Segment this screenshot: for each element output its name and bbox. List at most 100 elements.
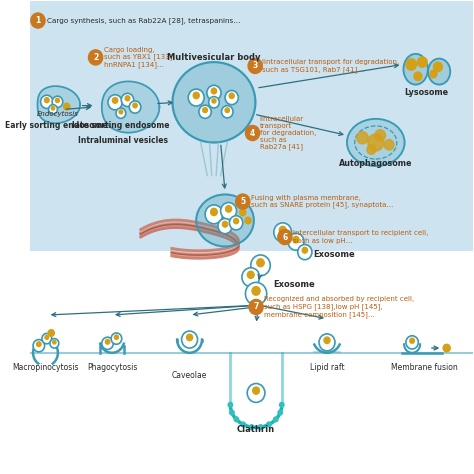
Circle shape	[203, 108, 208, 113]
Circle shape	[211, 88, 217, 94]
Circle shape	[121, 93, 134, 107]
Circle shape	[89, 50, 103, 65]
Circle shape	[247, 383, 265, 402]
Circle shape	[236, 194, 250, 209]
Circle shape	[51, 107, 55, 110]
Text: Endocytosis: Endocytosis	[36, 111, 79, 118]
Circle shape	[111, 333, 122, 344]
Circle shape	[298, 245, 312, 260]
Circle shape	[249, 425, 254, 429]
Text: Cargo synthesis, such as Rab22A [28], tetraspanins…: Cargo synthesis, such as Rab22A [28], te…	[47, 17, 240, 24]
Circle shape	[367, 145, 376, 155]
Circle shape	[55, 98, 59, 102]
Circle shape	[221, 106, 233, 118]
Circle shape	[410, 338, 414, 343]
Circle shape	[133, 103, 137, 108]
Ellipse shape	[403, 54, 428, 84]
Text: 7: 7	[254, 302, 259, 311]
Circle shape	[245, 217, 251, 224]
Ellipse shape	[347, 119, 405, 166]
Text: Phagocytosis: Phagocytosis	[87, 363, 137, 372]
Text: Clathrin: Clathrin	[237, 425, 275, 434]
Ellipse shape	[196, 194, 254, 246]
Circle shape	[50, 338, 59, 348]
Circle shape	[222, 221, 228, 227]
Bar	[30, 251, 474, 474]
Circle shape	[246, 126, 260, 141]
Circle shape	[225, 108, 229, 112]
Circle shape	[49, 105, 57, 114]
Circle shape	[234, 219, 238, 224]
Polygon shape	[102, 82, 159, 133]
Circle shape	[278, 410, 283, 415]
Text: 2: 2	[93, 53, 98, 62]
Circle shape	[36, 342, 41, 346]
Circle shape	[302, 247, 308, 253]
Polygon shape	[37, 86, 80, 123]
Circle shape	[251, 255, 270, 276]
Circle shape	[234, 417, 238, 422]
Circle shape	[193, 92, 199, 99]
Circle shape	[240, 209, 246, 216]
Circle shape	[187, 334, 192, 341]
Circle shape	[48, 329, 55, 336]
Circle shape	[384, 140, 394, 150]
Bar	[30, 0, 474, 251]
Circle shape	[41, 95, 53, 109]
Circle shape	[418, 57, 427, 67]
Circle shape	[273, 417, 278, 422]
Text: Cargo loading,
such as YBX1 [133],
hnRNPA1 [134]…: Cargo loading, such as YBX1 [133], hnRNP…	[104, 46, 175, 68]
Circle shape	[414, 72, 422, 81]
Circle shape	[228, 402, 233, 407]
Circle shape	[252, 287, 260, 295]
Circle shape	[129, 101, 141, 113]
Circle shape	[116, 108, 126, 118]
Circle shape	[182, 331, 198, 348]
Circle shape	[242, 268, 260, 287]
Text: Iintracellular transport for degradation,
such as TSG101, Rab7 [41]…: Iintracellular transport for degradation…	[262, 59, 400, 73]
Text: Multivesicular body: Multivesicular body	[167, 53, 261, 62]
Circle shape	[229, 93, 234, 99]
Circle shape	[357, 132, 368, 144]
Text: Intraluminal vesicles: Intraluminal vesicles	[78, 137, 168, 146]
Circle shape	[114, 335, 118, 339]
Circle shape	[42, 333, 52, 344]
Circle shape	[188, 89, 204, 106]
Circle shape	[267, 422, 271, 427]
Text: 3: 3	[253, 62, 258, 71]
Circle shape	[45, 98, 49, 103]
Text: Lysosome: Lysosome	[405, 88, 449, 97]
Text: Intercellular transport to recipient cell,
such as low pH…: Intercellular transport to recipient cel…	[293, 230, 428, 244]
Circle shape	[249, 300, 263, 315]
Circle shape	[406, 336, 419, 349]
Circle shape	[248, 58, 262, 73]
Circle shape	[406, 59, 417, 70]
Circle shape	[430, 70, 437, 78]
Circle shape	[209, 97, 219, 108]
Text: Fusing with plasma membrane,
such as SNARE protein [45], synaptota…: Fusing with plasma membrane, such as SNA…	[251, 195, 393, 209]
Text: Iintracellular
transport
for degradation,
such as
Rab27a [41]: Iintracellular transport for degradation…	[260, 116, 316, 150]
Circle shape	[53, 340, 56, 344]
Circle shape	[199, 105, 211, 118]
Text: Exosome: Exosome	[314, 250, 356, 259]
Circle shape	[253, 387, 259, 394]
Text: Exosome: Exosome	[273, 280, 315, 289]
Ellipse shape	[173, 62, 255, 143]
Text: 6: 6	[282, 233, 288, 241]
Circle shape	[205, 205, 223, 224]
Circle shape	[375, 130, 385, 141]
Circle shape	[119, 110, 123, 114]
Circle shape	[257, 259, 264, 267]
Circle shape	[210, 209, 217, 216]
Circle shape	[33, 339, 45, 352]
Circle shape	[278, 229, 292, 245]
Text: Early sorting endosome: Early sorting endosome	[5, 121, 108, 130]
Text: Lipid raft: Lipid raft	[310, 363, 344, 372]
Text: Membrane fusion: Membrane fusion	[391, 363, 458, 372]
Circle shape	[31, 13, 45, 28]
Circle shape	[212, 99, 216, 103]
Text: late sorting endosome: late sorting endosome	[72, 121, 170, 130]
Circle shape	[218, 219, 232, 234]
Circle shape	[64, 103, 70, 110]
Circle shape	[293, 237, 299, 243]
